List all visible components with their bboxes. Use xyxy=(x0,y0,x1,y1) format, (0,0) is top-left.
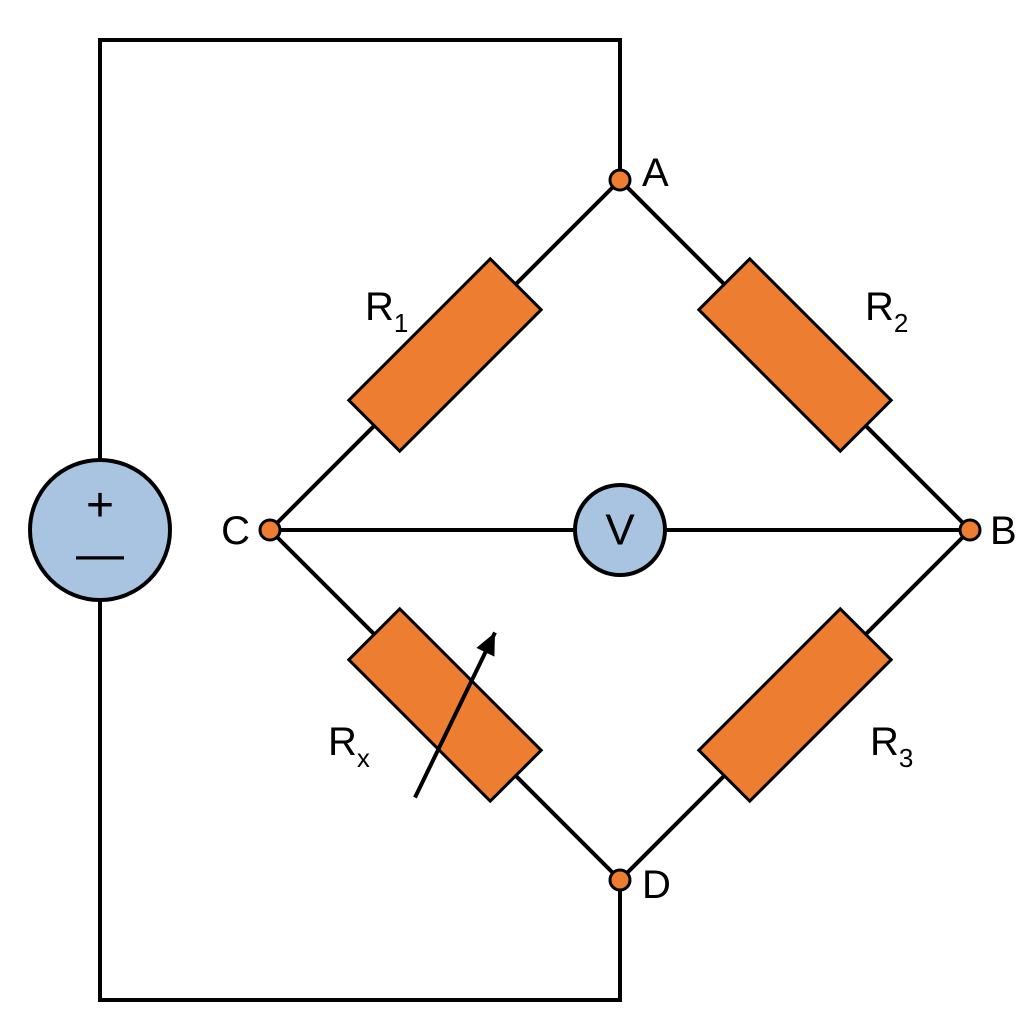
label-b: B xyxy=(990,509,1017,553)
node-c xyxy=(260,520,280,540)
wheatstone-bridge-diagram: V + — A B C D R1 R2 R3 Rx xyxy=(0,0,1024,1036)
label-c: C xyxy=(221,509,250,553)
voltmeter: V xyxy=(575,485,665,575)
source-wires xyxy=(100,40,620,1000)
node-b xyxy=(960,520,980,540)
label-r3: R3 xyxy=(870,720,913,773)
node-a xyxy=(610,170,630,190)
resistor-rx xyxy=(349,609,541,801)
source-minus: — xyxy=(76,528,124,581)
voltage-source: + — xyxy=(30,460,170,600)
source-plus: + xyxy=(86,479,114,532)
resistor-r2 xyxy=(699,259,891,451)
resistor-r3 xyxy=(699,609,891,801)
node-d xyxy=(610,870,630,890)
label-a: A xyxy=(642,151,669,195)
label-r2: R2 xyxy=(865,285,908,338)
label-r1: R1 xyxy=(365,285,408,338)
voltmeter-label: V xyxy=(605,506,635,555)
label-rx: Rx xyxy=(328,720,370,773)
label-d: D xyxy=(642,863,671,907)
